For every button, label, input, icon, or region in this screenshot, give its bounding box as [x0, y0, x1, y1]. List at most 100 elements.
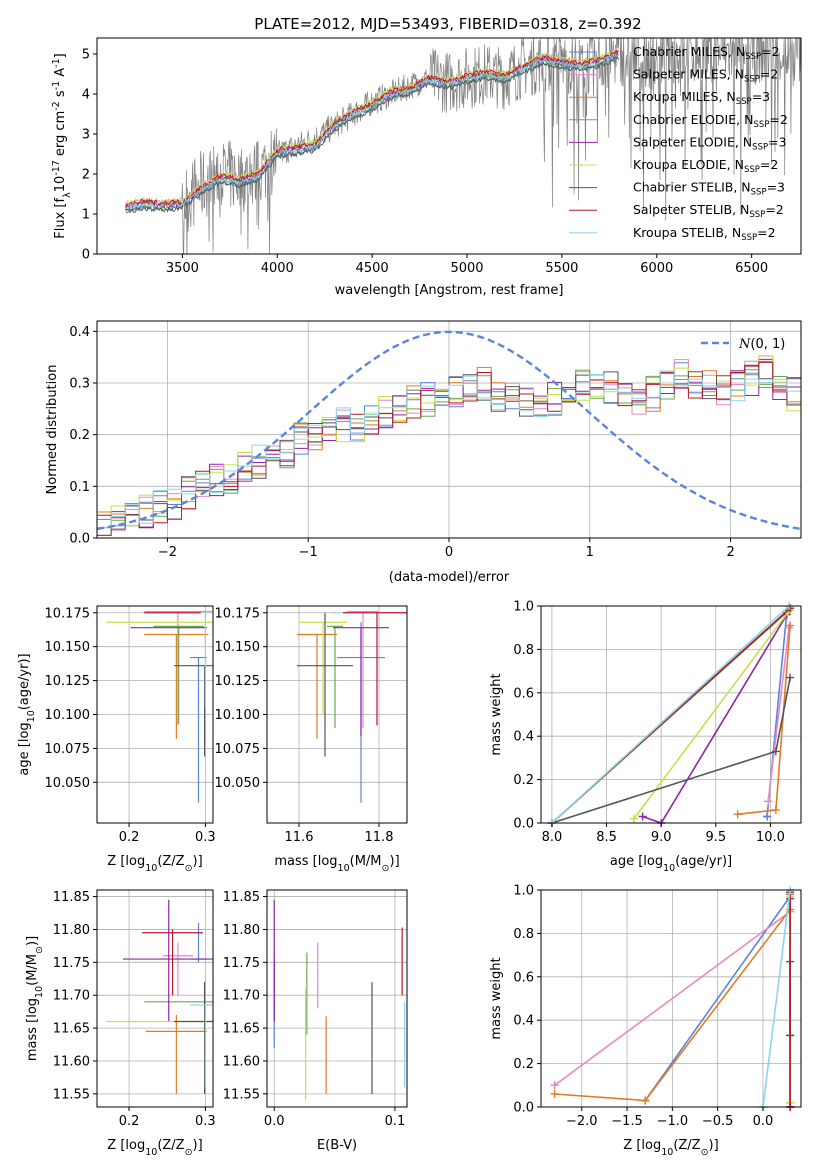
y-tick-label: 11.85 — [223, 890, 260, 905]
axes-frame — [266, 889, 408, 1108]
x-tick-label: −1.0 — [657, 1114, 689, 1129]
y-tick-label: 0.2 — [513, 1057, 534, 1072]
age-vs-Z-panel: 0.2 0.3 10.050 10.075 10.100 10.125 10.150 10.1… — [17, 605, 216, 874]
y-tick-label: 11.80 — [223, 923, 260, 938]
y-tick-label: 11.60 — [53, 1054, 90, 1069]
y-tick-label: 0.6 — [513, 970, 534, 985]
y-tick-label: 0.4 — [513, 730, 534, 745]
y-tick-label: 11.55 — [53, 1087, 90, 1102]
y-tick-label: 10.100 — [45, 708, 91, 723]
x-tick-label: 11.8 — [365, 830, 394, 845]
y-tick-label: 10.050 — [45, 776, 91, 791]
x-tick-label: 8.5 — [596, 830, 617, 845]
y-tick-label: 0 — [82, 248, 90, 263]
y-tick-label: 4 — [82, 88, 90, 103]
y-tick-label: 0.0 — [513, 817, 534, 832]
mass-vs-EBV-plot-area — [273, 899, 406, 1101]
axes-frame — [96, 37, 802, 255]
x-axis-label: wavelength [Angstrom, rest frame] — [335, 283, 564, 298]
axes-frame — [96, 889, 214, 1108]
y-tick-label: 10.150 — [45, 640, 91, 655]
y-tick-label: 0.8 — [513, 643, 534, 658]
mass-weight-line-6 — [551, 677, 791, 824]
model-line-3 — [125, 55, 619, 212]
marker-4-0 — [638, 812, 647, 821]
y-tick-label: 11.75 — [53, 956, 90, 971]
marker-0-1 — [763, 812, 772, 821]
x-tick-label: 0.3 — [195, 830, 216, 845]
y-axis-label: age [log10(age/yr)] — [17, 653, 37, 775]
y-tick-label: 0.4 — [513, 1014, 534, 1029]
y-tick-label: 3 — [82, 128, 90, 143]
spectrum-panel: 3500 4000 4500 5000 5500 6000 6500 0 1 2 3 4 5 Chabri… — [51, 37, 802, 298]
figure-title: PLATE=2012, MJD=53493, FIBERID=0318, z=0… — [254, 15, 641, 33]
x-tick-label: 1 — [586, 545, 594, 560]
y-tick-label: 1 — [82, 208, 90, 223]
marker-2-1 — [771, 805, 780, 814]
legend-label-normal: N(0, 1) — [738, 337, 785, 352]
y-tick-label: 10.175 — [215, 606, 261, 621]
plots-layer: 3500 4000 4500 5000 5500 6000 6500 0 1 2 3 4 5 Chabri… — [17, 37, 802, 1158]
y-tick-label: 0.8 — [513, 927, 534, 942]
y-tick-label: 11.65 — [53, 1022, 90, 1037]
y-tick-label: 11.60 — [223, 1054, 260, 1069]
normal-reference-curve — [97, 330, 801, 531]
y-tick-label: 11.65 — [223, 1022, 260, 1037]
y-axis-label: Flux [fλ10-17 erg cm-2 s-1 A-1] — [51, 53, 73, 238]
x-tick-label: 0.1 — [385, 1114, 406, 1129]
data-spectrum-line — [125, 38, 801, 254]
legend-label-8: Kroupa STELIB, NSSP=2 — [633, 225, 776, 243]
legend-label-2: Kroupa MILES, NSSP=3 — [633, 89, 770, 107]
x-tick-label: 8.0 — [542, 830, 563, 845]
y-tick-label: 11.85 — [53, 890, 90, 905]
mass-vs-EBV-panel: 0.0 0.1 11.55 11.60 11.65 11.70 11.75 11.80 11.8… — [223, 889, 408, 1153]
y-tick-label: 10.125 — [45, 674, 91, 689]
x-tick-label: 0.3 — [195, 1114, 216, 1129]
x-tick-label: −1.5 — [611, 1114, 643, 1129]
y-tick-label: 0.3 — [69, 377, 90, 392]
x-axis-label: Z [log10(Z/Z⊙)] — [623, 1138, 718, 1158]
x-axis-label: Z [log10(Z/Z⊙)] — [107, 1138, 202, 1158]
x-tick-label: 4500 — [356, 261, 389, 276]
x-tick-label: 3500 — [166, 261, 199, 276]
y-tick-label: 5 — [82, 48, 90, 63]
x-tick-label: 0.2 — [119, 830, 140, 845]
marker-5-1 — [629, 814, 638, 823]
y-tick-label: 1.0 — [513, 600, 534, 615]
y-tick-label: 10.100 — [215, 708, 261, 723]
x-axis-label: age [log10(age/yr)] — [610, 854, 732, 874]
y-axis-label: Normed distribution — [45, 365, 60, 495]
x-tick-label: 0 — [445, 545, 453, 560]
y-tick-label: 11.55 — [223, 1087, 260, 1102]
histogram-1 — [97, 355, 801, 536]
x-tick-label: 9.0 — [651, 830, 672, 845]
marker-1-1 — [764, 797, 773, 806]
y-tick-label: 0.0 — [513, 1101, 534, 1116]
x-axis-label: E(B-V) — [317, 1138, 357, 1153]
mass-weight-line-5 — [633, 612, 789, 820]
mass-weight-line-8 — [762, 889, 791, 1108]
marker-2-1 — [641, 1096, 650, 1105]
x-axis-label: Z [log10(Z/Z⊙)] — [107, 854, 202, 874]
x-tick-label: 9.5 — [705, 830, 726, 845]
axes-frame — [540, 605, 802, 824]
legend-label-0: Chabrier MILES, NSSP=2 — [633, 44, 780, 62]
mass-weight-line-1 — [767, 627, 790, 802]
histogram-3 — [97, 369, 801, 529]
y-tick-label: 0.4 — [69, 325, 90, 340]
y-axis-label: mass [log10(M/M⊙)] — [25, 936, 45, 1061]
y-tick-label: 0.1 — [69, 480, 90, 495]
x-tick-label: 6000 — [640, 261, 673, 276]
legend-label-7: Salpeter STELIB, NSSP=2 — [633, 202, 784, 220]
y-axis-label: mass weight — [489, 673, 504, 755]
spectrum-plot-area — [125, 38, 801, 254]
x-tick-label: 2 — [726, 545, 734, 560]
marker-6-1 — [771, 747, 780, 756]
model-line-7 — [125, 49, 619, 208]
marker-6-2 — [786, 673, 795, 682]
age-vs-mass-panel: 11.6 11.8 10.050 10.075 10.100 10.125 10.150 10… — [215, 605, 408, 874]
y-tick-label: 11.70 — [53, 989, 90, 1004]
y-axis-label: mass weight — [489, 957, 504, 1039]
y-tick-label: 2 — [82, 168, 90, 183]
mass-weight-line-8 — [551, 605, 790, 824]
